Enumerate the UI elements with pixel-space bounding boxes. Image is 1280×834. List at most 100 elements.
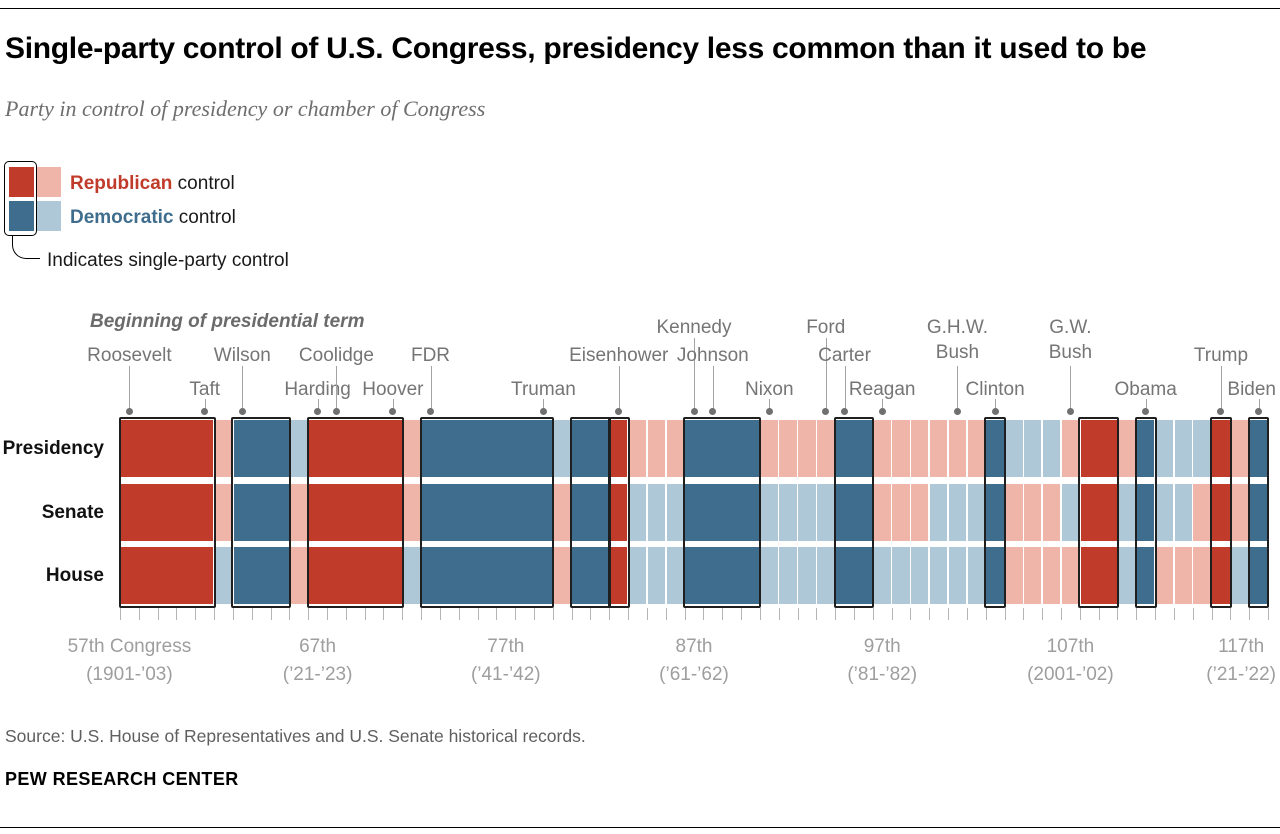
axis-tick <box>157 608 159 620</box>
congress-cell-72-senate <box>403 483 421 541</box>
congress-cell-104-house <box>1005 547 1023 604</box>
president-marker-dot <box>427 408 435 415</box>
axis-label-67: 67th (’21-’23) <box>282 636 353 685</box>
president-marker-dot <box>539 408 547 415</box>
axis-label-57: 57th Congress (1901-’03) <box>67 636 192 685</box>
president-marker-line <box>1258 399 1260 409</box>
president-marker-dot <box>332 408 340 415</box>
congress-cell-107-presidency <box>1061 420 1080 477</box>
congress-cell-107-house <box>1061 547 1080 604</box>
president-label-taft: Taft <box>189 379 220 400</box>
annotation-heading: Beginning of presidential term <box>90 311 365 332</box>
congress-cell-110-house <box>1118 547 1136 604</box>
congress-cell-98-house <box>892 547 910 604</box>
congress-cell-108-senate <box>1080 483 1117 541</box>
axis-tick <box>439 608 441 620</box>
axis-tick <box>759 608 761 620</box>
congress-cell-84-house <box>628 547 647 604</box>
congress-cell-72-presidency <box>403 420 421 477</box>
legend-democratic-name: Democratic <box>70 207 174 228</box>
legend-swatch-republican-light <box>36 167 61 197</box>
footer-brand: PEW RESEARCH CENTER <box>5 769 239 789</box>
congress-cell-67-house <box>308 547 402 604</box>
president-marker-dot <box>841 408 849 415</box>
axis-label-117: 117th (’21-’22) <box>1206 636 1277 685</box>
congress-cell-116-presidency <box>1231 420 1249 477</box>
congress-cell-113-house <box>1174 547 1192 604</box>
congress-cell-116-house <box>1231 547 1249 604</box>
congress-cell-108-presidency <box>1080 420 1117 477</box>
president-marker-line <box>1220 366 1222 409</box>
axis-tick <box>1060 608 1062 620</box>
row-label-house: House <box>45 565 104 586</box>
congress-cell-73-house <box>421 547 553 604</box>
axis-tick <box>1136 608 1138 620</box>
president-marker-line <box>430 366 432 409</box>
president-label-clinton: Clinton <box>965 379 1025 400</box>
congress-cell-117-presidency <box>1249 420 1268 477</box>
legend-democratic-label: Democratic control <box>70 207 236 229</box>
congress-cell-62-presidency <box>214 420 233 477</box>
single-party-outline <box>1078 416 1119 608</box>
congress-cell-83-presidency <box>610 420 628 477</box>
axis-tick <box>383 608 385 620</box>
axis-tick <box>891 608 893 620</box>
axis-tick <box>853 608 855 620</box>
president-marker-dot <box>690 408 698 415</box>
congress-cell-106-senate <box>1042 483 1061 541</box>
president-label-johnson: Johnson <box>676 345 749 366</box>
congress-cell-112-house <box>1155 547 1174 604</box>
congress-cell-108-house <box>1080 547 1117 604</box>
axis-tick <box>421 608 423 620</box>
congress-cell-115-senate <box>1212 483 1230 541</box>
president-label-trump: Trump <box>1193 345 1249 366</box>
congress-cell-104-presidency <box>1005 420 1023 477</box>
congress-cell-97-senate <box>873 483 891 541</box>
axis-tick <box>1098 608 1100 620</box>
single-party-outline <box>306 416 404 608</box>
president-label-harding: Harding <box>284 379 351 400</box>
president-marker-line <box>957 366 959 409</box>
president-label-reagan: Reagan <box>848 379 916 400</box>
congress-cell-72-house <box>403 547 421 604</box>
axis-tick <box>1173 608 1175 620</box>
president-marker-dot <box>991 408 999 415</box>
president-marker-dot <box>1255 408 1263 415</box>
timeline-chart <box>118 416 1270 608</box>
axis-tick <box>1192 608 1194 620</box>
congress-cell-91-house <box>760 547 778 604</box>
president-marker-dot <box>822 408 830 415</box>
congress-cell-105-house <box>1024 547 1042 604</box>
president-marker-line <box>618 366 620 409</box>
axis-tick <box>1155 608 1157 620</box>
congress-cell-115-house <box>1212 547 1230 604</box>
congress-cell-93-house <box>798 547 816 604</box>
congress-cell-86-house <box>666 547 684 604</box>
axis-tick <box>477 608 479 620</box>
president-label-nixon: Nixon <box>744 379 794 400</box>
president-label-ford: Ford <box>806 317 846 338</box>
axis-tick <box>1230 608 1232 620</box>
axis-tick <box>534 608 536 620</box>
congress-cell-97-presidency <box>873 420 891 477</box>
congress-cell-102-presidency <box>967 420 985 477</box>
legend-swatch-democratic-dark <box>9 201 34 231</box>
page-subtitle: Party in control of presidency or chambe… <box>5 96 486 121</box>
axis-tick <box>590 608 592 620</box>
congress-cell-92-presidency <box>779 420 797 477</box>
president-marker-dot <box>389 408 397 415</box>
president-marker-dot <box>314 408 322 415</box>
president-marker-line <box>336 366 338 409</box>
axis-tick <box>778 608 780 620</box>
congress-cell-111-senate <box>1137 483 1155 541</box>
congress-cell-81-senate <box>572 483 609 541</box>
congress-cell-105-presidency <box>1024 420 1042 477</box>
president-marker-line <box>1070 366 1072 409</box>
single-party-outline <box>231 416 291 608</box>
axis-tick <box>289 608 291 620</box>
axis-tick <box>1211 608 1213 620</box>
single-party-outline <box>1134 416 1157 608</box>
president-marker-line <box>392 399 394 409</box>
congress-cell-67-senate <box>308 483 402 541</box>
axis-tick <box>628 608 630 620</box>
